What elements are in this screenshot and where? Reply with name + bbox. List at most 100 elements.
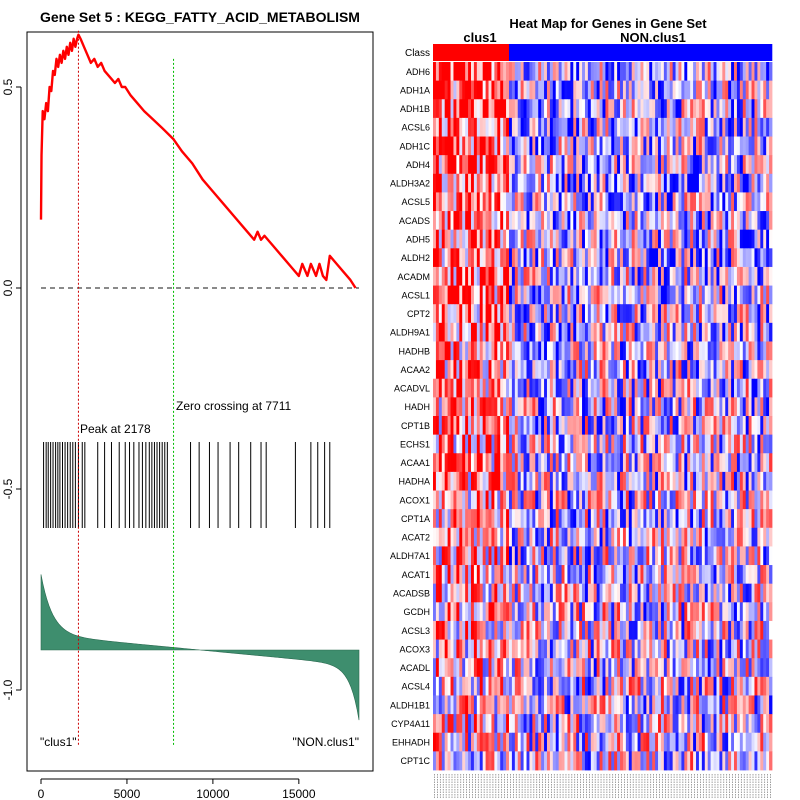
heat-map-cell bbox=[710, 285, 714, 305]
heat-map-cell bbox=[687, 732, 691, 752]
heat-map-cell bbox=[722, 732, 726, 752]
heat-map-cell bbox=[716, 602, 720, 622]
heat-map-cell bbox=[681, 714, 685, 734]
heat-map-cell bbox=[608, 416, 612, 436]
heat-map-cell bbox=[690, 620, 694, 640]
heat-map-cell bbox=[529, 304, 533, 324]
heat-map-cell bbox=[637, 546, 641, 566]
heat-map-cell bbox=[687, 322, 691, 342]
heat-map-cell bbox=[535, 285, 539, 305]
heat-map-cell bbox=[693, 304, 697, 324]
heat-map-cell bbox=[590, 620, 595, 640]
heat-map-cell bbox=[614, 527, 618, 547]
heat-map-cell bbox=[666, 732, 671, 752]
heat-map-cell bbox=[456, 732, 460, 752]
heat-map-cell bbox=[631, 360, 636, 380]
heat-map-cell bbox=[660, 192, 665, 212]
heat-map-cell bbox=[532, 155, 536, 175]
heat-map-cell bbox=[678, 732, 682, 752]
heat-map-cell bbox=[494, 211, 498, 231]
heat-map-cell bbox=[637, 80, 641, 100]
heat-map-cell bbox=[769, 117, 773, 137]
heat-map-cell bbox=[722, 527, 726, 547]
heat-map-cell bbox=[710, 732, 714, 752]
gene-label: ALDH3A2 bbox=[390, 179, 430, 189]
heat-map-cell bbox=[508, 80, 513, 100]
heat-map-cell bbox=[637, 229, 641, 249]
sample-labels bbox=[434, 774, 771, 799]
heat-map-cell bbox=[517, 211, 522, 231]
heat-map-cell bbox=[523, 658, 527, 678]
heat-map-cell bbox=[564, 322, 568, 342]
heat-map-cell bbox=[690, 509, 694, 529]
gene-label: ACSL6 bbox=[401, 123, 430, 133]
heat-map-cell bbox=[608, 173, 612, 193]
heat-map-cell bbox=[564, 341, 568, 361]
heat-map-cell bbox=[766, 620, 770, 640]
heat-map-cell bbox=[655, 546, 659, 566]
heat-map-cell bbox=[497, 211, 501, 231]
heat-map-cell bbox=[631, 714, 636, 734]
gene-label: ACADM bbox=[397, 272, 430, 282]
heat-map-cell bbox=[675, 620, 679, 640]
heat-map-cell bbox=[769, 62, 773, 82]
heat-map-cell bbox=[599, 546, 603, 566]
heat-map-cell bbox=[625, 471, 630, 491]
heat-map-cell bbox=[719, 304, 723, 324]
heat-map-cell bbox=[523, 620, 527, 640]
heat-map-cell bbox=[488, 658, 492, 678]
heat-map-cell bbox=[433, 341, 437, 361]
heat-map-cell bbox=[541, 732, 545, 752]
heat-map-cell bbox=[754, 378, 758, 398]
heat-map-cell bbox=[456, 620, 460, 640]
heat-map-cell bbox=[757, 378, 761, 398]
heat-map-cell bbox=[707, 80, 712, 100]
heat-map-cell bbox=[520, 658, 524, 678]
heat-map-cell bbox=[576, 471, 580, 491]
heat-map-cell bbox=[696, 490, 700, 510]
heat-map-cell bbox=[666, 695, 671, 715]
heat-map-cell bbox=[731, 658, 735, 678]
heat-map-cell bbox=[701, 266, 706, 286]
heat-map-cell bbox=[459, 155, 463, 175]
heat-map-cell bbox=[698, 565, 703, 585]
heat-map-cell bbox=[500, 416, 504, 436]
heat-map-cell bbox=[757, 360, 761, 380]
heat-map-cell bbox=[447, 285, 451, 305]
heat-map-cell bbox=[488, 565, 492, 585]
heat-map-cell bbox=[658, 714, 662, 734]
y-tick-label: 0.0 bbox=[1, 279, 15, 296]
heat-map-cell bbox=[757, 509, 761, 529]
heat-map-cell bbox=[511, 751, 516, 771]
heat-map-cell bbox=[672, 676, 676, 696]
heat-map-cell bbox=[570, 62, 574, 82]
heat-map-cell bbox=[678, 80, 682, 100]
heat-map-cell bbox=[476, 99, 481, 119]
heat-map-cell bbox=[503, 341, 507, 361]
heat-map-cell bbox=[485, 248, 489, 268]
heat-map-cell bbox=[500, 266, 504, 286]
heat-map-cell bbox=[468, 546, 472, 566]
heat-map-cell bbox=[514, 509, 519, 529]
heat-map-cell bbox=[742, 751, 747, 771]
heat-map-cell bbox=[599, 434, 603, 454]
heat-map-cell bbox=[476, 360, 481, 380]
heat-map-cell bbox=[470, 546, 475, 566]
heat-map-cell bbox=[488, 285, 492, 305]
heat-map-cell bbox=[666, 211, 671, 231]
heat-map-cell bbox=[763, 80, 767, 100]
heat-map-cell bbox=[599, 751, 603, 771]
heat-map-cell bbox=[669, 434, 674, 454]
heat-map-cell bbox=[453, 471, 457, 491]
heat-map-cell bbox=[482, 546, 486, 566]
heat-map-cell bbox=[476, 378, 481, 398]
heat-map-cell bbox=[672, 658, 676, 678]
heat-map-cell bbox=[558, 285, 562, 305]
heat-map-cell bbox=[625, 453, 630, 473]
heat-map-cell bbox=[757, 695, 761, 715]
heat-map-cell bbox=[611, 695, 615, 715]
heat-map-cell bbox=[444, 378, 449, 398]
heat-map-cell bbox=[438, 602, 443, 622]
heat-map-cell bbox=[479, 173, 484, 193]
heat-map-cell bbox=[655, 397, 659, 417]
